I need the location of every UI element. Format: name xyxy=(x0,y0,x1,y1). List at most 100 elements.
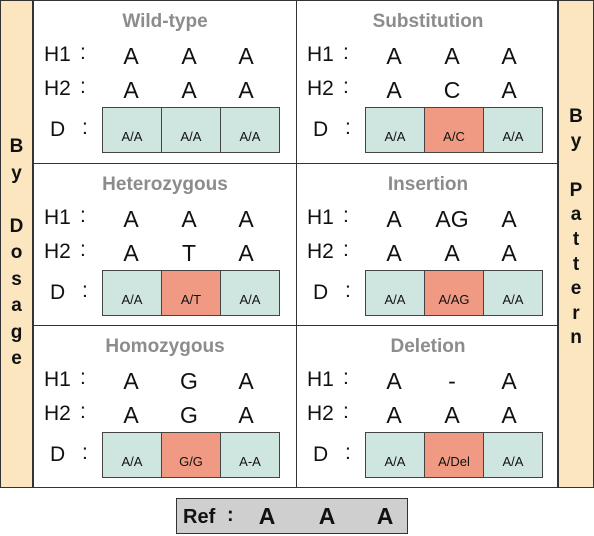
by-dosage-letter: e xyxy=(11,348,22,369)
panel-wild-type: Wild-type H1: H2: D: A A A A A A A/A A/A A/A xyxy=(34,1,296,163)
row-label-d: D xyxy=(313,443,329,466)
by-dosage-letter: y xyxy=(11,162,22,184)
row-separator: : xyxy=(345,441,351,464)
row-separator: : xyxy=(80,75,86,98)
h1-allele: A xyxy=(123,43,139,69)
row-label-h1: H1 xyxy=(307,43,334,66)
h1-allele: A xyxy=(181,206,197,232)
row-label-h1: H1 xyxy=(44,368,71,391)
h2-allele: T xyxy=(181,240,197,266)
by-dosage-letter: B xyxy=(9,136,24,157)
panel-homozygous: Homozygous H1: H2: D: A G A A G A A/A G/G A-A xyxy=(34,325,296,487)
genotype-cell: A/A xyxy=(366,108,425,152)
variant-pattern-grid: Wild-type H1: H2: D: A A A A A A A/A A/A A/A Substitu… xyxy=(33,0,559,488)
row-label-h1: H1 xyxy=(44,43,71,66)
row-separator: : xyxy=(80,400,86,423)
panel-title: Wild-type xyxy=(122,11,208,32)
h1-allele: A xyxy=(123,206,139,232)
row-separator: : xyxy=(80,238,86,261)
genotype-cell-variant: A/AG xyxy=(425,271,484,315)
genotype-cell: A/A xyxy=(162,108,221,152)
genotype-cell: A/A xyxy=(366,433,425,477)
diploid-genotype-box: A/A G/G A-A xyxy=(102,432,280,478)
genotype-cell: A/A xyxy=(366,271,425,315)
by-dosage-letter: D xyxy=(9,215,24,237)
panel-title: Deletion xyxy=(390,336,466,357)
genotype-cell: A/A xyxy=(484,271,542,315)
by-pattern-letter: y xyxy=(570,130,582,152)
panel-substitution: Substitution H1: H2: D: A A A A C A A/A A/C A/A xyxy=(296,1,559,163)
h1-allele: A xyxy=(181,43,197,69)
panel-deletion: Deletion H1: H2: D: A - A A A A A/A A/Del A/A xyxy=(296,325,559,487)
row-label-h2: H2 xyxy=(307,402,334,425)
h2-allele: A xyxy=(386,77,402,103)
row-label-h1: H1 xyxy=(44,206,71,229)
h1-allele: - xyxy=(448,368,456,394)
h1-allele: A xyxy=(386,368,402,394)
reference-separator: : xyxy=(227,504,234,526)
genotype-cell: A/A xyxy=(221,108,279,152)
h2-allele: A xyxy=(238,240,254,266)
row-separator: : xyxy=(343,75,349,98)
row-label-h2: H2 xyxy=(44,77,71,100)
reference-sequence-box: Ref : A A A xyxy=(176,498,408,534)
h1-allele: A xyxy=(386,43,402,69)
row-label-d: D xyxy=(313,281,329,304)
by-pattern-letter: t xyxy=(572,229,580,250)
h2-allele: A xyxy=(386,240,402,266)
by-pattern-letter: a xyxy=(570,204,582,226)
reference-label: Ref xyxy=(183,506,216,528)
row-separator: : xyxy=(343,204,349,227)
genotype-cell: A/A xyxy=(484,433,542,477)
reference-base: A xyxy=(376,503,394,529)
h2-allele: A xyxy=(238,77,254,103)
h2-allele: A xyxy=(444,402,460,428)
row-separator: : xyxy=(345,116,351,139)
panel-insertion: Insertion H1: H2: D: A AG A A A A A/A A/AG A/A xyxy=(296,163,559,325)
genotype-cell-variant: A/Del xyxy=(425,433,484,477)
h1-allele: A xyxy=(501,206,517,232)
row-label-h1: H1 xyxy=(307,368,334,391)
h2-allele: A xyxy=(444,240,460,266)
reference-base: A xyxy=(258,503,276,529)
row-label-h2: H2 xyxy=(44,240,71,263)
h1-allele: G xyxy=(180,368,198,394)
panel-title: Homozygous xyxy=(105,336,225,357)
row-separator: : xyxy=(343,238,349,261)
row-separator: : xyxy=(345,279,351,302)
genotype-cell: A/A xyxy=(103,433,162,477)
by-pattern-letter: P xyxy=(569,179,583,201)
genotype-cell: A/A xyxy=(484,108,542,152)
h1-allele: A xyxy=(123,368,139,394)
row-label-h2: H2 xyxy=(307,240,334,263)
row-label-h2: H2 xyxy=(307,77,334,100)
row-separator: : xyxy=(80,204,86,227)
row-label-d: D xyxy=(313,118,329,141)
row-label-h1: H1 xyxy=(307,206,334,229)
genotype-cell: A/A xyxy=(103,108,162,152)
h2-allele: A xyxy=(386,402,402,428)
genotype-cell-variant: A/T xyxy=(162,271,221,315)
h2-allele: A xyxy=(123,240,139,266)
row-separator: : xyxy=(343,366,349,389)
row-separator: : xyxy=(80,41,86,64)
row-separator: : xyxy=(80,366,86,389)
by-pattern-letter: r xyxy=(572,302,580,324)
by-pattern-letter: e xyxy=(570,278,582,300)
h2-allele: A xyxy=(501,402,517,428)
h1-allele: A xyxy=(444,43,460,69)
genotype-cell: A/A xyxy=(103,271,162,315)
by-pattern-letter: B xyxy=(569,106,583,127)
h1-allele: A xyxy=(238,206,254,232)
by-dosage-letter: o xyxy=(10,242,23,263)
by-dosage-letter: s xyxy=(11,268,22,290)
genotype-cell: A-A xyxy=(221,433,279,477)
h2-allele: C xyxy=(443,77,461,103)
h1-allele: AG xyxy=(435,206,469,232)
genotype-cell-variant: A/C xyxy=(425,108,484,152)
by-dosage-letter: g xyxy=(10,321,23,343)
diploid-genotype-box: A/A A/A A/A xyxy=(102,107,280,153)
reference-base: A xyxy=(318,503,336,529)
diploid-genotype-box: A/A A/Del A/A xyxy=(365,432,543,478)
